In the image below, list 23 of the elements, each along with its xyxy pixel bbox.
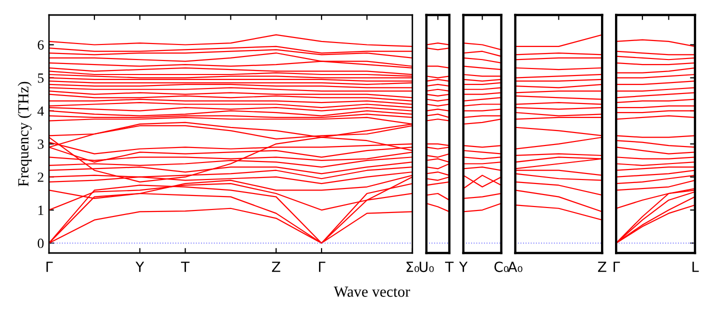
x-tick-label: Γ: [614, 262, 620, 272]
y-tick-label: 1: [38, 206, 44, 215]
x-tick-label: Σ₀: [406, 262, 420, 272]
x-tick-label: Y: [136, 262, 144, 272]
y-tick-label: 6: [38, 40, 44, 50]
y-tick-label: 2: [38, 172, 44, 182]
x-tick-label: U₀: [420, 262, 434, 272]
x-tick-label: T: [180, 262, 190, 272]
x-tick-label: Z: [272, 262, 280, 272]
x-tick-label: A₀: [508, 262, 522, 272]
x-axis-title: Wave vector: [334, 286, 410, 297]
y-tick-label: 5: [38, 74, 44, 83]
y-tick-label: 4: [37, 106, 44, 116]
x-tick-label: C₀: [494, 262, 508, 272]
x-tick-label: Y: [459, 262, 468, 272]
x-tick-label: Γ: [319, 262, 326, 272]
y-axis-title: Frequency (THz): [18, 82, 32, 186]
y-tick-label: 3: [38, 140, 44, 149]
x-tick-label: Z: [598, 262, 606, 272]
x-tick-label: L: [692, 262, 699, 272]
x-tick-label: Γ: [46, 262, 53, 272]
y-tick-label: 0: [38, 238, 44, 248]
x-tick-label: T: [445, 262, 454, 272]
